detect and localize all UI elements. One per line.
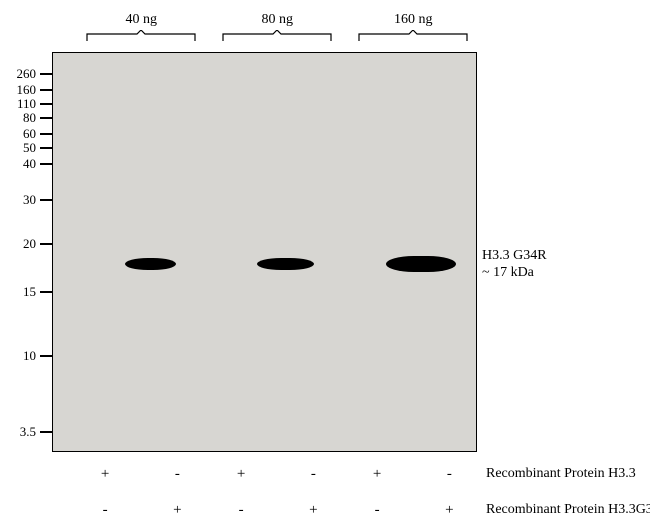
lane-indicator-row: + - + - + -: [52, 466, 477, 484]
mw-tick: 10: [10, 348, 52, 364]
mw-tick-label: 20: [10, 236, 36, 252]
mw-tick-mark-icon: [40, 291, 52, 293]
dose-bracket-icon: [86, 30, 196, 42]
lane-indicator-cell: -: [239, 502, 244, 519]
mw-tick-label: 40: [10, 156, 36, 172]
mw-ladder: 26016011080605040302015103.5: [0, 52, 52, 452]
lane-indicator-cell: -: [103, 502, 108, 519]
lane-row-label: Recombinant Protein H3.3: [486, 466, 636, 482]
band-annotation-name: H3.3 G34R: [482, 248, 547, 265]
lane-indicator-row: - + - + - +: [52, 502, 477, 520]
dose-bracket-icon: [222, 30, 332, 42]
protein-band: [386, 256, 456, 273]
mw-tick-label: 15: [10, 284, 36, 300]
mw-tick-mark-icon: [40, 73, 52, 75]
band-annotation-mw: ~ 17 kDa: [482, 265, 547, 282]
mw-tick-label: 260: [10, 66, 36, 82]
dose-group: 40 ng: [86, 12, 196, 42]
mw-tick-mark-icon: [40, 133, 52, 135]
lane-indicator-cell: -: [311, 466, 316, 483]
mw-tick: 50: [10, 140, 52, 156]
mw-tick-mark-icon: [40, 89, 52, 91]
band-annotation: H3.3 G34R ~ 17 kDa: [482, 248, 547, 282]
western-blot-figure: 40 ng 80 ng 160 ng 260160110806050403020…: [0, 0, 650, 528]
mw-tick-label: 30: [10, 192, 36, 208]
mw-tick: 260: [10, 66, 52, 82]
mw-tick-label: 3.5: [10, 424, 36, 440]
blot-membrane: [52, 52, 477, 452]
dose-label: 160 ng: [358, 12, 468, 28]
protein-band: [125, 258, 176, 269]
dose-bracket-icon: [358, 30, 468, 42]
mw-tick-label: 80: [10, 110, 36, 126]
mw-tick-mark-icon: [40, 243, 52, 245]
lane-indicator-cell: +: [309, 502, 317, 519]
mw-tick-mark-icon: [40, 163, 52, 165]
mw-tick-mark-icon: [40, 147, 52, 149]
dose-label: 80 ng: [222, 12, 332, 28]
lane-indicator-cell: +: [101, 466, 109, 483]
mw-tick: 15: [10, 284, 52, 300]
mw-tick-mark-icon: [40, 355, 52, 357]
mw-tick: 80: [10, 110, 52, 126]
protein-band: [257, 258, 314, 270]
lane-indicator-cell: +: [373, 466, 381, 483]
mw-tick-label: 50: [10, 140, 36, 156]
lane-indicator-cell: -: [175, 466, 180, 483]
mw-tick-mark-icon: [40, 103, 52, 105]
mw-tick-mark-icon: [40, 117, 52, 119]
mw-tick-label: 10: [10, 348, 36, 364]
lane-indicator-cell: -: [375, 502, 380, 519]
mw-tick-mark-icon: [40, 199, 52, 201]
lane-indicator-cell: -: [447, 466, 452, 483]
lane-indicator-cell: +: [173, 502, 181, 519]
mw-tick: 30: [10, 192, 52, 208]
lane-indicator-cell: +: [237, 466, 245, 483]
lane-indicator-cell: +: [445, 502, 453, 519]
mw-tick: 40: [10, 156, 52, 172]
mw-tick: 3.5: [10, 424, 52, 440]
dose-label: 40 ng: [86, 12, 196, 28]
lane-row-label: Recombinant Protein H3.3G34R: [486, 502, 650, 518]
dose-group: 160 ng: [358, 12, 468, 42]
mw-tick: 20: [10, 236, 52, 252]
dose-group: 80 ng: [222, 12, 332, 42]
mw-tick-mark-icon: [40, 431, 52, 433]
